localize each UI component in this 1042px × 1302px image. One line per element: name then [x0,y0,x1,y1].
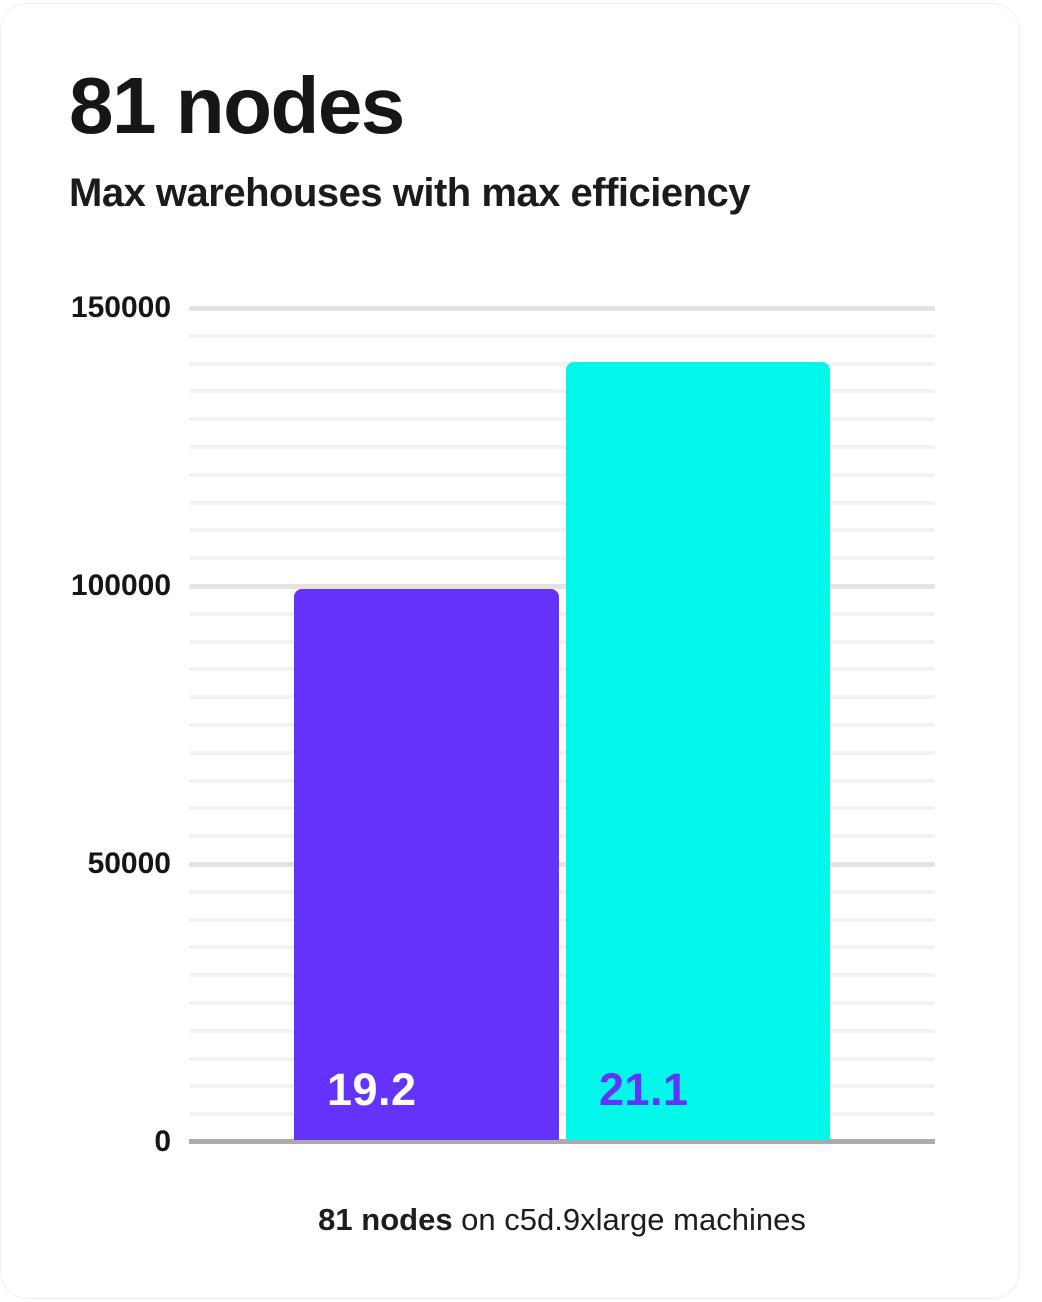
y-gridline-minor [189,889,935,894]
y-gridline-minor [189,806,935,811]
y-gridline-minor [189,1028,935,1033]
y-gridline-minor [189,723,935,727]
y-gridline-minor [189,1112,935,1117]
y-gridline-minor [189,1084,935,1089]
chart-caption: 81 nodes on c5d.9xlarge machines [189,1200,935,1240]
y-tick-label-0: 0 [154,1125,171,1158]
y-gridline-major [189,861,935,867]
chart-subtitle: Max warehouses with max efficiency [69,171,751,215]
y-tick-label-100000: 100000 [70,569,171,602]
y-gridline-minor [189,917,935,922]
page-title: 81 nodes [69,61,405,150]
y-gridline-minor [189,417,935,422]
y-gridline-minor [189,556,935,561]
y-gridline-minor [189,361,935,366]
caption-regular-text: on c5d.9xlarge machines [452,1202,806,1237]
y-gridline-minor [189,639,935,644]
bar-v21-1: 21.1 [566,361,830,1140]
y-gridline-minor [189,750,935,755]
y-gridline-major [189,583,935,589]
x-axis-line [189,1139,935,1144]
y-tick-label-150000: 150000 [70,291,171,324]
y-gridline-minor [189,528,935,533]
bar-chart-plot-area: 19.2 21.1 [189,305,935,1144]
y-gridline-minor [189,778,935,783]
y-gridline-minor [189,389,935,394]
y-gridline-minor [189,834,935,839]
y-gridline-minor [189,973,935,978]
y-gridline-minor [189,611,935,616]
caption-bold-text: 81 nodes [318,1202,453,1237]
y-gridline-minor [189,1056,935,1061]
bar-value-label-19-2: 19.2 [327,1064,417,1115]
y-gridline-minor [189,445,935,449]
y-tick-label-50000: 50000 [87,847,171,880]
y-gridline-minor [189,695,935,700]
y-gridline-minor [189,945,935,950]
bar-v19-2: 19.2 [294,588,559,1140]
y-gridline-minor [189,1001,935,1005]
y-gridline-minor [189,500,935,505]
y-gridline-minor [189,667,935,672]
y-gridline-minor [189,472,935,477]
bar-value-label-21-1: 21.1 [599,1064,689,1115]
y-gridline-major [189,305,935,311]
y-gridline-minor [189,333,935,338]
y-axis: 0 50000 100000 150000 [41,4,171,1298]
chart-card: 81 nodes Max warehouses with max efficie… [0,3,1020,1299]
